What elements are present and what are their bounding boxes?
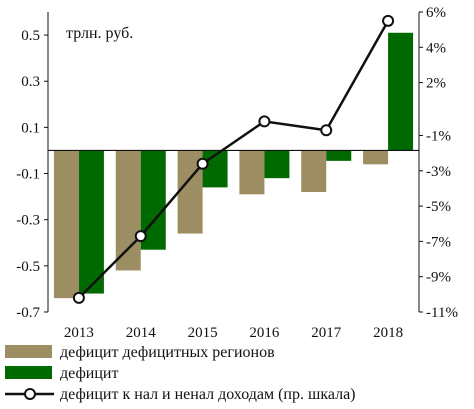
x-tick-label: 2017 <box>311 325 342 341</box>
line-point-2018 <box>382 14 395 27</box>
legend-swatch-1 <box>5 366 52 379</box>
legend: дефицит дефицитных регионов дефицит дефици… <box>5 344 356 403</box>
x-tick-label: 2015 <box>188 325 218 341</box>
x-tick-label: 2016 <box>249 325 280 341</box>
line-point-2015 <box>196 157 209 170</box>
right-tick-label: -9% <box>426 270 451 286</box>
line-point-2014 <box>134 230 147 243</box>
legend-marker-icon <box>24 388 36 400</box>
x-tick-label: 2014 <box>126 325 157 341</box>
bar-0-2017 <box>301 150 327 192</box>
x-axis-ticks: 2013 2014 2015 2016 2017 2018 <box>64 325 403 341</box>
left-tick-label: -0.1 <box>16 167 40 183</box>
line-point-2013 <box>72 291 85 304</box>
bar-1-2017 <box>326 150 352 161</box>
left-tick-label: -0.3 <box>16 213 40 229</box>
right-axis-ticks: 6% 4% 2% -1% -3% -5% -7% -9% -11% <box>419 5 458 321</box>
right-tick-label: -1% <box>426 129 451 145</box>
left-axis-ticks: 0.5 0.3 0.1 -0.1 -0.3 -0.5 -0.7 <box>16 28 48 321</box>
right-tick-label: 4% <box>426 40 446 56</box>
bar-1-2018 <box>388 32 414 151</box>
left-tick-label: 0.5 <box>21 28 40 44</box>
legend-label-2: дефицит к нал и ненал доходам (пр. шкала… <box>60 386 356 403</box>
right-tick-label: 6% <box>426 5 446 21</box>
bars-layer <box>53 32 414 299</box>
bar-0-2014 <box>115 150 141 271</box>
bar-0-2013 <box>53 150 79 299</box>
unit-label: трлн. руб. <box>66 25 133 42</box>
left-tick-label: -0.5 <box>16 259 40 275</box>
line-point-2017 <box>320 124 333 137</box>
right-tick-label: -3% <box>426 164 451 180</box>
line-series-path <box>78 20 390 299</box>
bar-1-2016 <box>264 150 290 179</box>
bar-1-2013 <box>78 150 104 294</box>
right-tick-label: -11% <box>426 305 458 321</box>
line-series-layer <box>72 14 395 304</box>
line-point-2016 <box>258 115 271 128</box>
x-tick-label: 2013 <box>64 325 94 341</box>
legend-label-0: дефицит дефицитных регионов <box>60 344 275 361</box>
left-tick-label: 0.3 <box>21 74 40 90</box>
left-tick-label: 0.1 <box>21 120 40 136</box>
legend-swatch-0 <box>5 345 52 358</box>
legend-label-1: дефицит <box>60 365 118 382</box>
left-tick-label: -0.7 <box>16 305 40 321</box>
right-tick-label: 2% <box>426 76 446 92</box>
right-tick-label: -5% <box>426 199 451 215</box>
right-tick-label: -7% <box>426 234 451 250</box>
bar-0-2016 <box>239 150 265 195</box>
x-tick-label: 2018 <box>373 325 403 341</box>
bar-0-2018 <box>363 150 389 165</box>
